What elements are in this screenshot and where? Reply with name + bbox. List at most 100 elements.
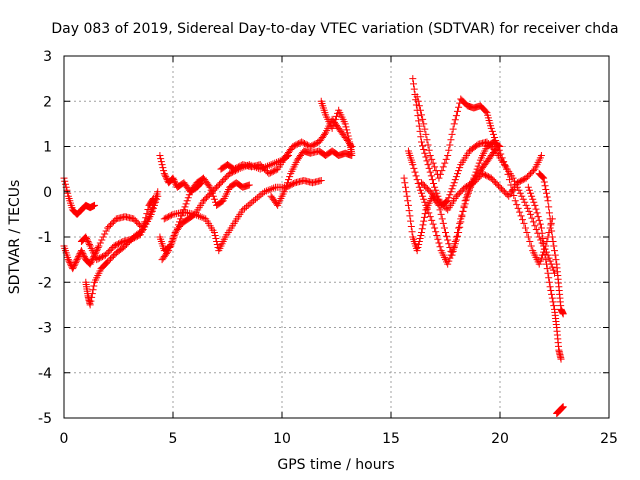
y-tick-label: 3 bbox=[43, 49, 52, 65]
data-point bbox=[404, 201, 412, 209]
data-point bbox=[194, 212, 202, 220]
data-point bbox=[302, 140, 310, 148]
data-point bbox=[523, 228, 531, 236]
data-point bbox=[499, 186, 507, 194]
data-point bbox=[420, 195, 428, 203]
data-point bbox=[402, 183, 410, 191]
data-point bbox=[546, 224, 554, 232]
data-point bbox=[193, 211, 201, 219]
data-point bbox=[223, 173, 231, 181]
data-point bbox=[94, 255, 102, 263]
data-point bbox=[518, 176, 526, 184]
data-point bbox=[444, 152, 452, 160]
data-point bbox=[182, 200, 190, 208]
data-point bbox=[266, 185, 274, 193]
series-trace-d bbox=[82, 195, 157, 309]
data-point bbox=[286, 173, 294, 181]
data-point bbox=[463, 192, 471, 200]
data-point bbox=[85, 239, 93, 247]
data-point bbox=[496, 183, 504, 191]
data-point bbox=[333, 112, 340, 120]
data-point bbox=[211, 185, 219, 193]
data-point bbox=[493, 139, 501, 147]
data-point bbox=[429, 191, 437, 199]
y-tick-label: 2 bbox=[43, 94, 52, 110]
data-point bbox=[418, 225, 426, 233]
data-point bbox=[415, 241, 423, 249]
data-point bbox=[538, 239, 546, 247]
data-point bbox=[528, 214, 536, 222]
data-point bbox=[87, 297, 95, 305]
data-point bbox=[434, 195, 442, 203]
data-point bbox=[451, 176, 459, 184]
data-point bbox=[211, 231, 219, 239]
data-point bbox=[435, 197, 443, 205]
data-point bbox=[528, 192, 536, 200]
data-point bbox=[532, 225, 540, 233]
data-point bbox=[407, 222, 415, 230]
data-point bbox=[525, 186, 533, 194]
data-point bbox=[536, 257, 544, 265]
data-point bbox=[488, 127, 496, 135]
data-point bbox=[527, 210, 535, 218]
data-point bbox=[491, 133, 499, 141]
data-point bbox=[447, 136, 455, 144]
data-point bbox=[269, 160, 277, 168]
x-tick-label: 5 bbox=[169, 431, 178, 447]
data-point bbox=[473, 176, 481, 184]
data-point bbox=[416, 127, 424, 135]
data-point bbox=[181, 203, 189, 211]
data-point bbox=[268, 168, 276, 176]
data-point bbox=[140, 222, 148, 230]
data-point bbox=[412, 101, 420, 109]
data-point bbox=[436, 206, 444, 214]
data-point bbox=[528, 168, 536, 176]
data-point bbox=[513, 201, 521, 209]
data-point bbox=[424, 141, 432, 149]
data-point bbox=[450, 179, 458, 187]
data-point bbox=[545, 274, 553, 282]
data-point bbox=[321, 130, 329, 138]
data-point bbox=[538, 229, 546, 237]
data-point bbox=[63, 186, 71, 194]
data-point bbox=[413, 247, 421, 255]
data-point bbox=[548, 227, 556, 235]
data-point bbox=[559, 403, 567, 411]
data-point bbox=[426, 188, 434, 196]
data-point bbox=[442, 204, 450, 212]
data-point bbox=[428, 189, 436, 197]
data-point bbox=[471, 171, 479, 179]
data-point bbox=[441, 203, 449, 211]
data-point bbox=[341, 120, 349, 128]
data-point bbox=[262, 167, 270, 175]
data-point bbox=[460, 204, 468, 212]
data-point bbox=[476, 173, 484, 181]
data-point bbox=[409, 161, 417, 169]
data-point bbox=[430, 179, 438, 187]
data-point bbox=[428, 176, 436, 184]
data-point bbox=[244, 201, 252, 209]
data-point bbox=[524, 173, 532, 181]
data-point bbox=[463, 182, 471, 190]
data-point bbox=[537, 254, 545, 262]
data-point bbox=[231, 164, 239, 172]
data-point bbox=[419, 180, 427, 188]
data-point bbox=[267, 161, 275, 169]
data-point bbox=[497, 150, 505, 158]
data-point bbox=[431, 224, 439, 232]
data-point bbox=[525, 171, 533, 179]
data-point bbox=[428, 155, 436, 163]
data-point bbox=[520, 219, 528, 227]
data-point bbox=[418, 138, 426, 146]
data-point bbox=[414, 112, 422, 120]
data-point bbox=[535, 216, 543, 224]
data-point bbox=[510, 192, 518, 200]
data-point bbox=[448, 185, 456, 193]
data-point bbox=[271, 167, 279, 175]
data-point bbox=[107, 255, 115, 263]
data-point bbox=[536, 220, 544, 228]
data-point bbox=[432, 228, 440, 236]
data-point bbox=[95, 242, 103, 250]
data-point bbox=[88, 257, 96, 265]
data-point bbox=[167, 241, 175, 249]
